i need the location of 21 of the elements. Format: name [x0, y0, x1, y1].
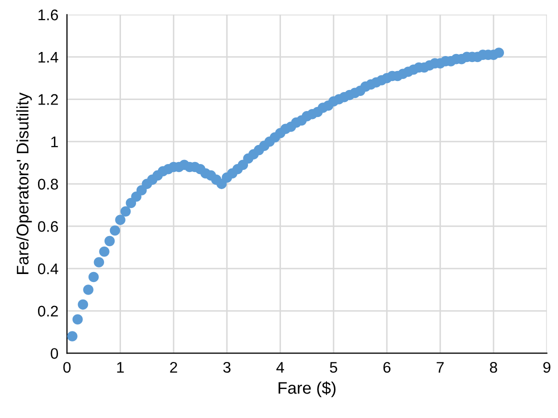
- y-tick-label: 0.2: [38, 306, 58, 317]
- x-tick-label: 8: [490, 362, 498, 373]
- y-tick-label: 1: [51, 136, 58, 148]
- y-tick-label: 1.6: [38, 10, 58, 20]
- y-tick-label: 0: [50, 348, 58, 359]
- y-axis-title: Fare/Operators' Disutility: [16, 92, 32, 274]
- x-tick-label: 7: [436, 362, 444, 373]
- x-tick-label: 5: [330, 362, 338, 373]
- y-tick-label: 0.6: [38, 221, 58, 232]
- x-tick-label: 1: [117, 362, 124, 373]
- y-tick-label: 1.4: [38, 52, 58, 62]
- x-axis-title: Fare ($): [278, 381, 336, 398]
- x-tick-label: 4: [276, 362, 284, 373]
- y-tick-label: 1.2: [38, 94, 58, 105]
- x-tick-label: 3: [223, 362, 230, 373]
- x-tick-label: 0: [63, 362, 71, 373]
- x-tick-label: 6: [383, 362, 390, 373]
- x-tick-label: 2: [170, 362, 178, 373]
- y-tick-label: 0.4: [38, 263, 58, 274]
- y-tick-label: 0.8: [38, 178, 58, 190]
- x-tick-label: 9: [543, 362, 550, 373]
